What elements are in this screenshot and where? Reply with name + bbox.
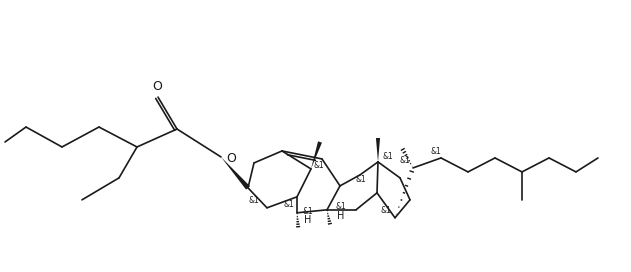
Text: &1: &1 [314, 161, 324, 170]
Text: O: O [152, 80, 162, 93]
Polygon shape [311, 141, 322, 169]
Text: &1: &1 [399, 156, 410, 165]
Text: H: H [337, 211, 345, 221]
Text: &1: &1 [356, 175, 367, 184]
Text: H: H [304, 215, 312, 225]
Text: &1: &1 [302, 207, 313, 216]
Text: &1: &1 [283, 200, 294, 209]
Text: &1: &1 [383, 152, 394, 161]
Text: &1: &1 [249, 196, 260, 205]
Text: &1: &1 [430, 147, 441, 156]
Polygon shape [221, 157, 250, 190]
Polygon shape [376, 138, 380, 162]
Text: O: O [226, 152, 236, 165]
Text: &1: &1 [380, 206, 392, 215]
Text: &1: &1 [336, 202, 346, 211]
